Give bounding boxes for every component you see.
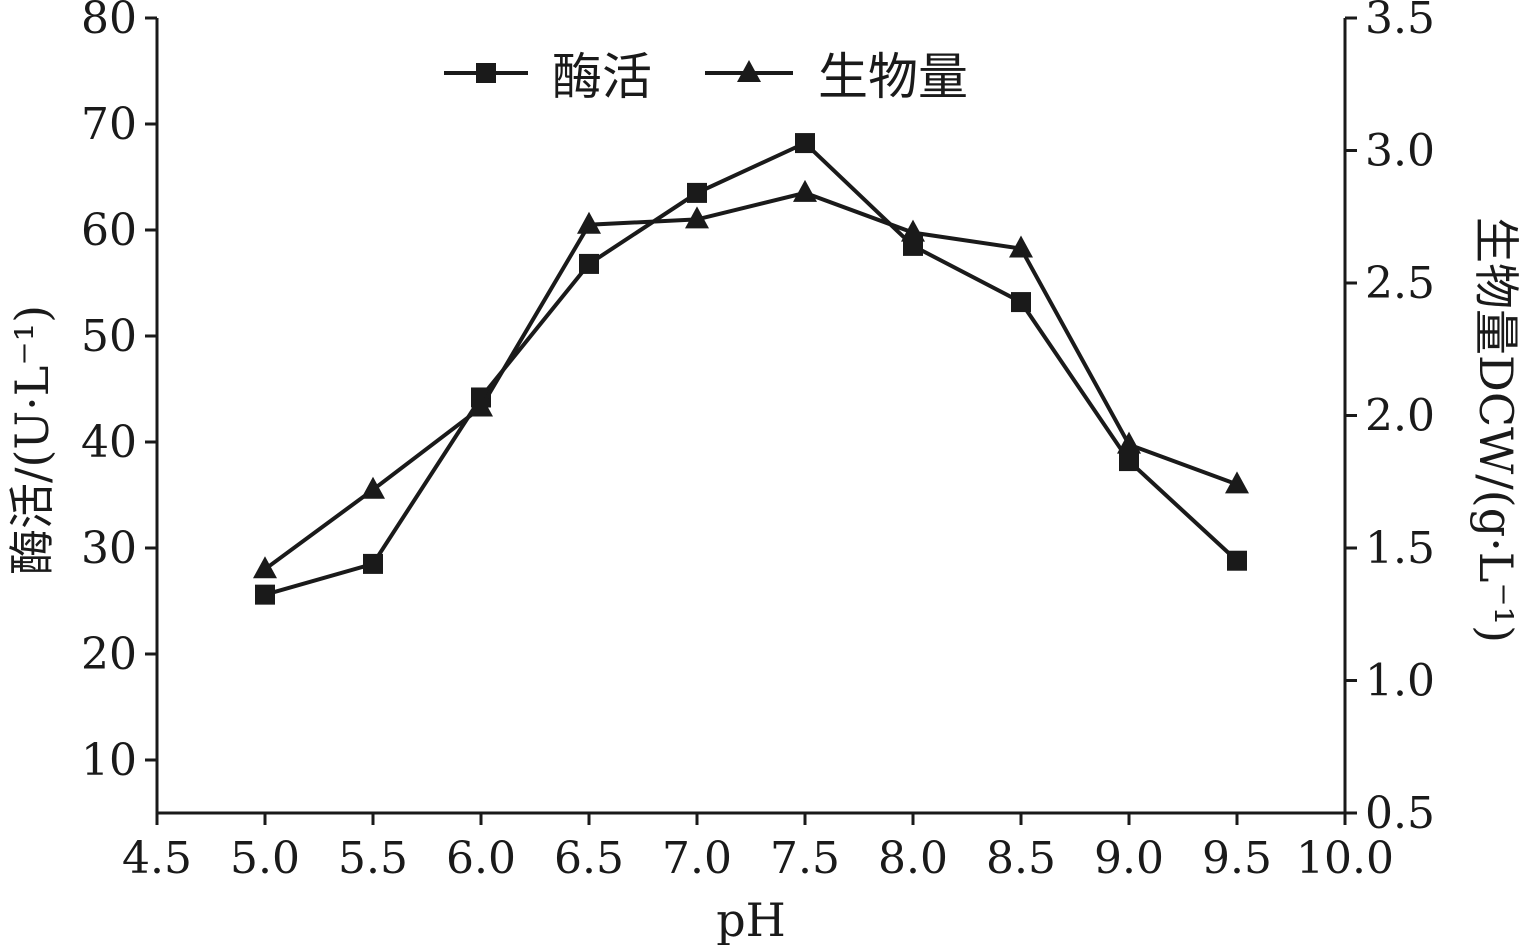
- point-1-6: [901, 219, 925, 242]
- y-right-tick-label-1: 1.0: [1365, 656, 1435, 707]
- y-left-tick-label-3: 40: [81, 417, 137, 468]
- y-left-tick-label-5: 60: [81, 205, 137, 256]
- legend-label-biomass: 生物量: [818, 48, 968, 106]
- point-1-9: [1225, 471, 1249, 494]
- y-left-axis-title: 酶活/(U·L⁻¹): [5, 305, 59, 575]
- point-0-4: [687, 182, 707, 203]
- x-tick-label-3: 6.0: [446, 833, 516, 884]
- x-tick-label-1: 5.0: [230, 833, 300, 884]
- y-left-tick-label-0: 10: [81, 735, 137, 786]
- point-1-7: [1009, 235, 1033, 258]
- x-tick-label-10: 9.5: [1202, 833, 1272, 884]
- x-tick-label-2: 5.5: [338, 833, 408, 884]
- y-right-tick-label-0: 0.5: [1365, 788, 1435, 839]
- point-1-4: [685, 206, 709, 229]
- x-tick-label-5: 7.0: [662, 833, 732, 884]
- point-1-3: [577, 211, 601, 234]
- series-line-1: [263, 190, 1238, 571]
- point-0-0: [255, 584, 275, 605]
- legend: 酶活 生物量: [444, 48, 968, 106]
- point-1-1: [361, 476, 385, 499]
- series-layer: [253, 133, 1249, 605]
- y-left-tick-label-4: 50: [81, 311, 137, 362]
- legend-item-activity: 酶活: [444, 48, 652, 106]
- y-right-axis-title: 生物量DCW/(g·L⁻¹): [1469, 217, 1519, 643]
- y-right-tick-label-3: 2.0: [1365, 391, 1435, 442]
- legend-item-biomass: 生物量: [705, 48, 968, 106]
- x-tick-label-0: 4.5: [122, 833, 192, 884]
- legend-marker-square: [476, 63, 496, 83]
- series-line-0: [264, 140, 1239, 597]
- x-tick-label-6: 7.5: [770, 833, 840, 884]
- y-left-tick-label-6: 70: [81, 99, 137, 150]
- point-0-1: [363, 553, 383, 574]
- point-0-8: [1119, 451, 1139, 472]
- axes: [155, 18, 1347, 815]
- y-left-tick-label-7: 80: [81, 0, 137, 44]
- x-tick-label-7: 8.0: [878, 833, 948, 884]
- x-tick-label-11: 10.0: [1296, 833, 1394, 884]
- point-1-8: [1117, 431, 1141, 454]
- point-1-5: [793, 179, 817, 202]
- legend-label-activity: 酶活: [552, 48, 652, 106]
- x-tick-label-8: 8.5: [986, 833, 1056, 884]
- point-0-7: [1011, 292, 1031, 313]
- ticks: 4.5 5.0 5.5 6.0 6.5 7.0 7.5 8.0 8.5 9.0 9.5 10.0 10 2…: [81, 0, 1435, 884]
- x-axis-title: pH: [716, 893, 786, 945]
- point-1-0: [253, 556, 277, 579]
- point-0-9: [1227, 550, 1247, 571]
- point-0-3: [579, 253, 599, 274]
- legend-marker-triangle: [737, 60, 761, 82]
- x-tick-label-4: 6.5: [554, 833, 624, 884]
- y-right-tick-label-4: 2.5: [1365, 258, 1435, 309]
- y-right-tick-label-5: 3.0: [1365, 126, 1435, 177]
- y-right-tick-label-2: 1.5: [1365, 523, 1435, 574]
- x-tick-label-9: 9.0: [1094, 833, 1164, 884]
- point-0-5: [795, 133, 815, 154]
- y-right-tick-label-6: 3.5: [1365, 0, 1435, 44]
- point-1-2: [469, 394, 493, 417]
- y-left-tick-label-2: 30: [81, 523, 137, 574]
- y-left-tick-label-1: 20: [81, 629, 137, 680]
